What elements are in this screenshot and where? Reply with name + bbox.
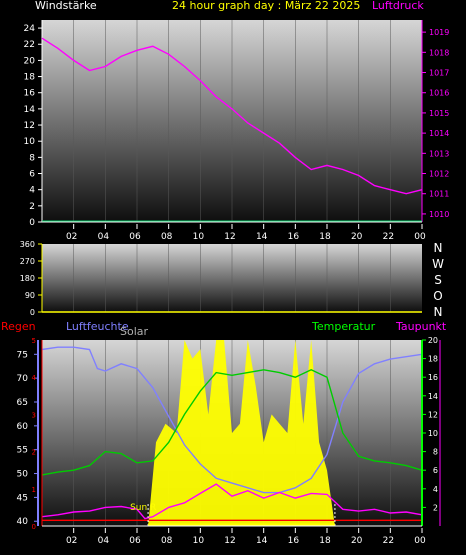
temperature-label: Temperatur: [312, 320, 376, 333]
x-tick-label: 22: [383, 536, 394, 546]
x-tick-label: 06: [129, 536, 141, 546]
y-tick-label: 65: [17, 398, 28, 408]
y-right-tick-label: 14: [428, 392, 438, 401]
y-tick-label: 40: [17, 517, 29, 527]
x-tick-label: 08: [161, 536, 173, 546]
y-right-tick-label: 20: [428, 336, 438, 345]
y-tick-label: 8: [29, 153, 35, 163]
y-tick-label: 18: [24, 73, 36, 83]
x-tick-label: 10: [193, 232, 205, 242]
x-tick-label: 02: [66, 536, 77, 546]
pressure-line: [41, 37, 423, 195]
y-right-tick-label: 1012: [429, 170, 449, 179]
y-right-tick-label: 1017: [429, 69, 449, 78]
y-right-tick-label: 1016: [429, 89, 449, 98]
y-tick-label: 180: [20, 274, 35, 283]
x-tick-label: 14: [256, 232, 268, 242]
x-tick-label: 20: [351, 232, 363, 242]
y-tick-label: 16: [24, 89, 36, 99]
y-tick-label: 6: [29, 170, 35, 180]
y-right-tick-label: 6: [433, 466, 438, 475]
humidity-line: [41, 346, 423, 494]
y-tick-label: 45: [17, 493, 28, 503]
x-tick-label: 14: [256, 536, 268, 546]
y-tick-label: 14: [24, 105, 36, 115]
sun-rise-label: Sun R: [130, 503, 156, 513]
y-right-tick-label: 4: [433, 485, 438, 494]
solar-area: [42, 340, 422, 526]
chart-title: 24 hour graph day : März 22 2025: [172, 0, 361, 12]
y-tick-label: 24: [24, 24, 36, 34]
x-tick-label: 00: [414, 232, 426, 242]
y-right-tick-label: 8: [433, 448, 438, 457]
x-tick-label: 06: [129, 232, 141, 242]
x-tick-label: 02: [66, 232, 77, 242]
pressure-axis-label: Luftdruck: [372, 0, 424, 12]
x-tick-label: 12: [224, 536, 235, 546]
dewpoint-label: Taupunkt: [396, 320, 447, 333]
rain-tick-label: 0: [32, 523, 36, 531]
y-right-tick-label: 1015: [429, 109, 449, 118]
y-tick-label: 0: [29, 218, 35, 228]
y-tick-label: 55: [17, 446, 28, 456]
rain-tick-label: 4: [32, 374, 37, 382]
x-tick-label: 04: [98, 536, 110, 546]
x-tick-label: 16: [288, 232, 300, 242]
x-tick-label: 16: [288, 536, 300, 546]
y-tick-label: 12: [24, 121, 35, 131]
compass-letter: W: [432, 257, 444, 271]
rain-tick-label: 2: [32, 449, 36, 457]
rain-tick-label: 1: [32, 486, 36, 494]
y-right-tick-label: 1011: [429, 190, 449, 199]
compass-letter: S: [434, 273, 442, 287]
y-tick-label: 20: [24, 56, 36, 66]
x-tick-label: 20: [351, 536, 363, 546]
y-tick-label: 0: [30, 308, 35, 317]
y-tick-label: 60: [17, 422, 29, 432]
y-right-tick-label: 18: [428, 355, 438, 364]
temperature-line: [41, 369, 423, 476]
y-tick-label: 50: [17, 470, 29, 480]
compass-letter: O: [433, 289, 442, 303]
solar-label: Solar: [120, 325, 149, 338]
x-tick-label: 22: [383, 232, 394, 242]
wind-axis-label: Windstärke: [35, 0, 97, 12]
y-tick-label: 10: [24, 137, 36, 147]
x-tick-label: 08: [161, 232, 173, 242]
x-tick-label: 12: [224, 232, 235, 242]
y-right-tick-label: 1019: [429, 28, 449, 37]
y-tick-label: 270: [20, 257, 35, 266]
y-right-tick-label: 12: [428, 410, 438, 419]
y-tick-label: 75: [17, 350, 28, 360]
y-tick-label: 22: [24, 40, 35, 50]
x-tick-label: 18: [319, 536, 331, 546]
y-right-tick-label: 1014: [429, 129, 449, 138]
dewpoint-line: [41, 483, 423, 520]
rain-label: Regen: [1, 320, 36, 333]
x-tick-label: 10: [193, 536, 205, 546]
y-tick-label: 70: [17, 374, 29, 384]
x-tick-label: 04: [98, 232, 110, 242]
y-tick-label: 2: [29, 202, 35, 212]
y-right-tick-label: 16: [428, 373, 438, 382]
y-right-tick-label: 10: [428, 429, 438, 438]
humidity-label: Luftfeuchte: [66, 320, 129, 333]
x-tick-label: 00: [414, 536, 426, 546]
rain-tick-label: 3: [32, 411, 36, 419]
y-right-tick-label: 1013: [429, 149, 449, 158]
y-right-tick-label: 1018: [429, 48, 449, 57]
y-tick-label: 360: [20, 240, 35, 249]
compass-letter: N: [434, 241, 443, 255]
compass-letter: N: [434, 305, 443, 319]
y-right-tick-label: 2: [433, 503, 438, 512]
rain-tick-label: 5: [32, 337, 36, 345]
x-tick-label: 18: [319, 232, 331, 242]
y-tick-label: 4: [29, 186, 35, 196]
y-right-tick-label: 1010: [429, 210, 449, 219]
y-tick-label: 90: [25, 291, 35, 300]
